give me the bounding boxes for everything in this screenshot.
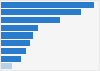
Bar (1, 25, 38, 31)
Bar (1, 48, 26, 54)
Bar (1, 9, 81, 15)
Bar (1, 2, 94, 8)
Bar (1, 56, 21, 62)
Bar (1, 63, 12, 69)
Bar (1, 33, 33, 38)
Bar (1, 17, 60, 23)
Bar (1, 40, 30, 46)
